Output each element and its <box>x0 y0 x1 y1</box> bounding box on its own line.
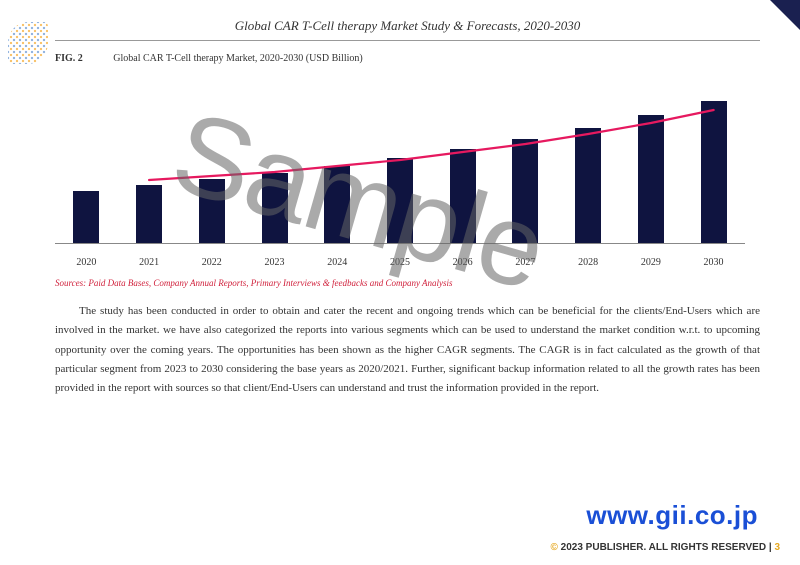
x-axis-labels: 2020 2021 2022 2023 2024 2025 2026 2027 … <box>55 257 745 268</box>
bar-2027 <box>512 139 538 243</box>
bar-2023 <box>262 173 288 243</box>
x-label: 2024 <box>324 257 350 268</box>
bar-2021 <box>136 185 162 243</box>
x-label: 2021 <box>136 257 162 268</box>
x-label: 2026 <box>450 257 476 268</box>
bar-2025 <box>387 158 413 243</box>
report-page: Global CAR T-Cell therapy Market Study &… <box>0 0 800 565</box>
bar-2022 <box>199 179 225 243</box>
footer-publisher: PUBLISHER. ALL RIGHTS RESERVED <box>586 542 766 553</box>
bar-chart: 2020 2021 2022 2023 2024 2025 2026 2027 … <box>55 82 745 272</box>
x-label: 2020 <box>73 257 99 268</box>
copyright-symbol: © <box>550 542 557 553</box>
x-label: 2029 <box>638 257 664 268</box>
corner-accent <box>770 0 800 30</box>
bar-2026 <box>450 149 476 243</box>
title-rule <box>55 40 760 41</box>
x-label: 2023 <box>262 257 288 268</box>
x-label: 2028 <box>575 257 601 268</box>
footer-year: 2023 <box>561 542 583 553</box>
x-label: 2025 <box>387 257 413 268</box>
corner-dot-decoration <box>8 22 48 64</box>
bars-container <box>55 94 745 244</box>
bar-2028 <box>575 128 601 243</box>
x-label: 2027 <box>512 257 538 268</box>
x-label: 2022 <box>199 257 225 268</box>
bar-2024 <box>324 166 350 243</box>
url-overlay: www.gii.co.jp <box>586 500 758 531</box>
body-paragraph: The study has been conducted in order to… <box>55 302 760 398</box>
sources-note: Sources: Paid Data Bases, Company Annual… <box>55 278 760 288</box>
x-label: 2030 <box>701 257 727 268</box>
page-footer: © 2023 PUBLISHER. ALL RIGHTS RESERVED | … <box>550 542 780 553</box>
figure-number: FIG. 2 <box>55 53 83 64</box>
page-number: 3 <box>774 542 780 553</box>
bar-2029 <box>638 115 664 243</box>
figure-title: Global CAR T-Cell therapy Market, 2020-2… <box>113 53 362 64</box>
bar-2030 <box>701 101 727 243</box>
bar-2020 <box>73 191 99 243</box>
document-title: Global CAR T-Cell therapy Market Study &… <box>55 18 760 34</box>
figure-caption: FIG. 2 Global CAR T-Cell therapy Market,… <box>55 53 760 64</box>
